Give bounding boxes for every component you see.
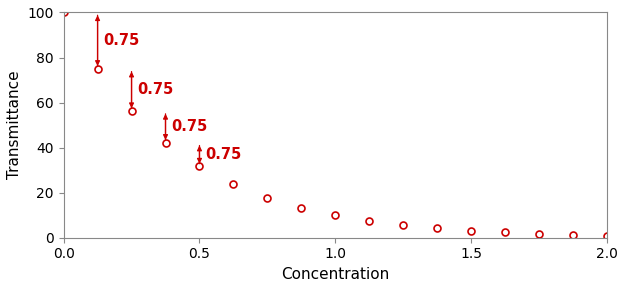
Y-axis label: Transmittance: Transmittance [7,71,22,179]
X-axis label: Concentration: Concentration [281,267,389,282]
Text: 0.75: 0.75 [103,33,139,48]
Text: 0.75: 0.75 [171,119,208,134]
Text: 0.75: 0.75 [137,82,173,97]
Text: 0.75: 0.75 [205,147,241,162]
